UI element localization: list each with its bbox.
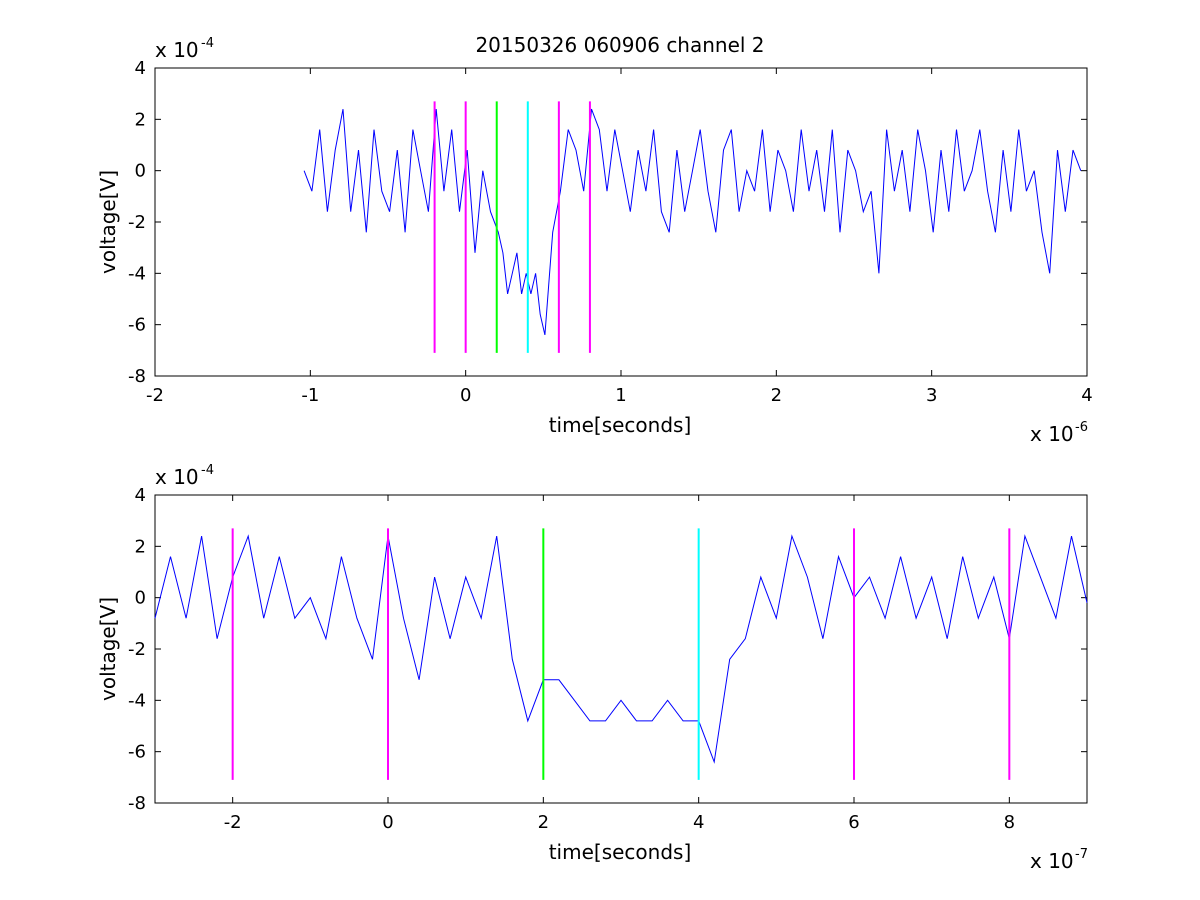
top-y-axis-label: voltage[V] [96, 170, 120, 274]
bottom-x-exponent: x 10 -7 [1030, 847, 1088, 873]
top-x-tick-label: 2 [771, 385, 782, 406]
bottom-y-tick-label: -6 [128, 742, 146, 763]
top-axes-box [154, 67, 1088, 377]
bottom-y-exponent-base: x 10 [155, 465, 199, 489]
subplot-top: 20150326 060906 channel 2 x 10 -4 -2 -1 0 1… [96, 33, 1093, 446]
bottom-y-tick-label: -2 [128, 639, 146, 660]
top-x-tick-label: 0 [460, 385, 471, 406]
bottom-y-exponent-power: -4 [201, 463, 214, 478]
bottom-y-tick-label: -4 [128, 690, 146, 711]
top-x-axis-label: time[seconds] [549, 413, 692, 437]
bottom-x-tick-label: 0 [382, 812, 393, 833]
bottom-y-tick-label: 2 [135, 536, 146, 557]
top-x-tick-label: 4 [1081, 385, 1092, 406]
top-x-tick-label: 3 [926, 385, 937, 406]
bottom-x-tick-label: 6 [848, 812, 859, 833]
top-y-tick-label: -4 [128, 263, 146, 284]
top-x-exponent: x 10 -6 [1030, 420, 1088, 446]
top-x-tick-label: -2 [146, 385, 164, 406]
bottom-plot-area: -2 0 2 4 6 8 -8 -6 -4 -2 0 2 4 [128, 485, 1088, 833]
top-y-exponent-base: x 10 [155, 38, 199, 62]
top-y-tick-label: 4 [135, 58, 146, 79]
top-x-exponent-base: x 10 [1030, 422, 1074, 446]
bottom-signal-line [154, 534, 1088, 764]
top-y-exponent: x 10 -4 [155, 36, 214, 62]
top-signal-line [303, 108, 1082, 336]
bottom-x-exponent-power: -7 [1075, 847, 1088, 862]
bottom-x-axis-label: time[seconds] [549, 840, 692, 864]
top-y-tick-label: 0 [135, 161, 146, 182]
bottom-y-exponent: x 10 -4 [155, 463, 214, 489]
top-y-tick-label: -8 [128, 366, 146, 387]
bottom-x-tick-label: 4 [693, 812, 704, 833]
bottom-y-tick-label: 0 [135, 588, 146, 609]
bottom-x-tick-label: 8 [1004, 812, 1015, 833]
bottom-y-tick-label: 4 [135, 485, 146, 506]
bottom-x-tick-label: 2 [538, 812, 549, 833]
top-plot-area: -2 -1 0 1 2 3 4 -8 -6 -4 -2 0 2 4 [128, 58, 1093, 406]
bottom-y-tick-label: -8 [128, 793, 146, 814]
top-x-tick-label: -1 [301, 385, 319, 406]
top-x-tick-label: 1 [615, 385, 626, 406]
top-y-tick-label: 2 [135, 109, 146, 130]
subplot-bottom: x 10 -4 -2 0 2 4 6 8 -8 -6 -4 -2 0 2 4 time[seconds]… [96, 463, 1088, 873]
top-x-exponent-power: -6 [1075, 420, 1088, 435]
bottom-x-exponent-base: x 10 [1030, 849, 1074, 873]
bottom-y-axis-label: voltage[V] [96, 597, 120, 701]
top-y-tick-label: -6 [128, 315, 146, 336]
bottom-axes-box [154, 494, 1088, 804]
bottom-x-tick-label: -2 [224, 812, 242, 833]
chart-title: 20150326 060906 channel 2 [475, 33, 764, 57]
top-y-tick-label: -2 [128, 212, 146, 233]
top-y-exponent-power: -4 [201, 36, 214, 51]
